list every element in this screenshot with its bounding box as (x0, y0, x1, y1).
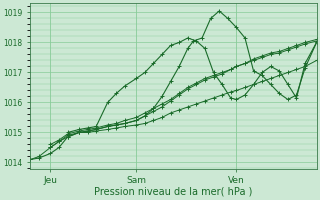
X-axis label: Pression niveau de la mer( hPa ): Pression niveau de la mer( hPa ) (94, 187, 252, 197)
